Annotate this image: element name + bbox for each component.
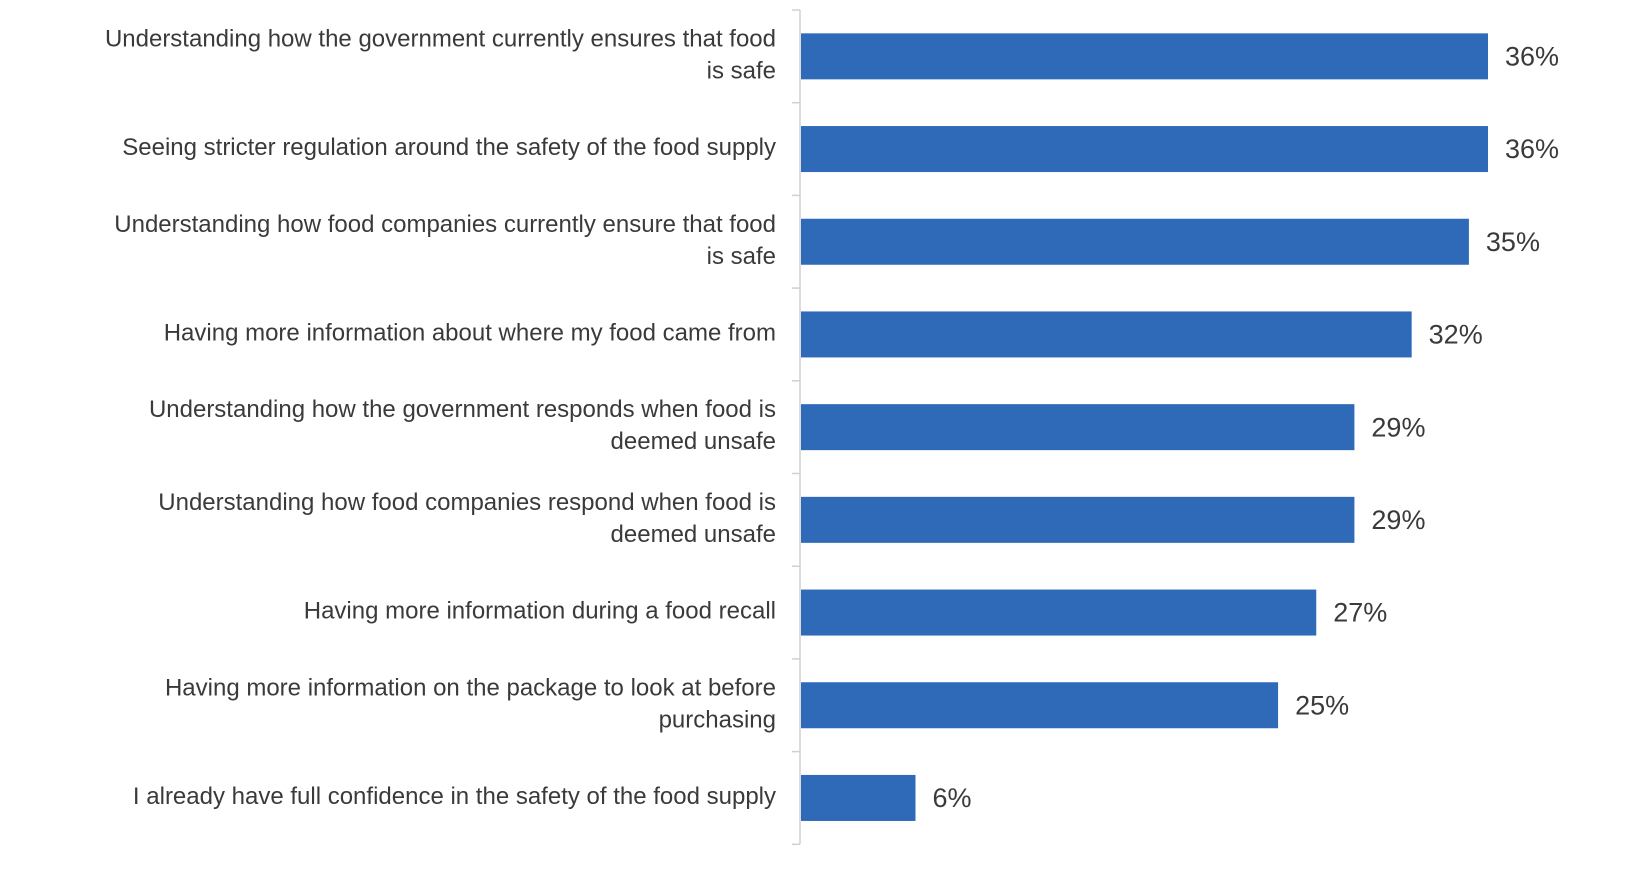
value-label: 25% bbox=[1295, 690, 1349, 720]
value-label: 35% bbox=[1486, 227, 1540, 257]
value-label: 32% bbox=[1429, 320, 1483, 350]
category-label-line: Understanding how food companies current… bbox=[114, 211, 776, 238]
category-label: Having more information on the package t… bbox=[165, 675, 776, 734]
category-label-line: Understanding how food companies respond… bbox=[158, 489, 776, 516]
category-label: Understanding how food companies respond… bbox=[158, 489, 776, 548]
category-label-line: Understanding how the government current… bbox=[105, 26, 776, 53]
category-label: Seeing stricter regulation around the sa… bbox=[122, 134, 776, 161]
category-label-line: Having more information during a food re… bbox=[304, 598, 776, 625]
bar bbox=[801, 774, 916, 821]
category-label: I already have full confidence in the sa… bbox=[133, 783, 776, 810]
category-label-line: I already have full confidence in the sa… bbox=[133, 783, 776, 810]
value-label: 29% bbox=[1371, 505, 1425, 535]
category-label-line: is safe bbox=[707, 58, 776, 85]
value-label: 27% bbox=[1333, 598, 1387, 628]
category-label: Understanding how the government current… bbox=[105, 26, 776, 85]
bar bbox=[801, 311, 1412, 358]
category-label: Understanding how food companies current… bbox=[114, 211, 776, 270]
bar bbox=[801, 404, 1355, 451]
bar bbox=[801, 33, 1488, 80]
category-label-line: deemed unsafe bbox=[611, 428, 776, 455]
category-label-line: Seeing stricter regulation around the sa… bbox=[122, 134, 776, 161]
category-label-line: is safe bbox=[707, 243, 776, 270]
category-label: Having more information about where my f… bbox=[164, 320, 776, 347]
category-label-line: Understanding how the government respond… bbox=[149, 396, 776, 423]
value-label: 36% bbox=[1505, 41, 1559, 71]
category-label: Understanding how the government respond… bbox=[149, 396, 776, 455]
category-label-line: deemed unsafe bbox=[611, 521, 776, 548]
bar bbox=[801, 682, 1279, 729]
category-label-line: purchasing bbox=[659, 707, 776, 734]
category-label-line: Having more information about where my f… bbox=[164, 320, 776, 347]
value-label: 36% bbox=[1505, 134, 1559, 164]
bar bbox=[801, 496, 1355, 543]
value-label: 29% bbox=[1371, 412, 1425, 442]
bar bbox=[801, 126, 1488, 173]
category-label: Having more information during a food re… bbox=[304, 598, 776, 625]
bar bbox=[801, 218, 1469, 265]
bar bbox=[801, 589, 1317, 636]
value-label: 6% bbox=[933, 783, 972, 813]
category-label-line: Having more information on the package t… bbox=[165, 675, 776, 702]
